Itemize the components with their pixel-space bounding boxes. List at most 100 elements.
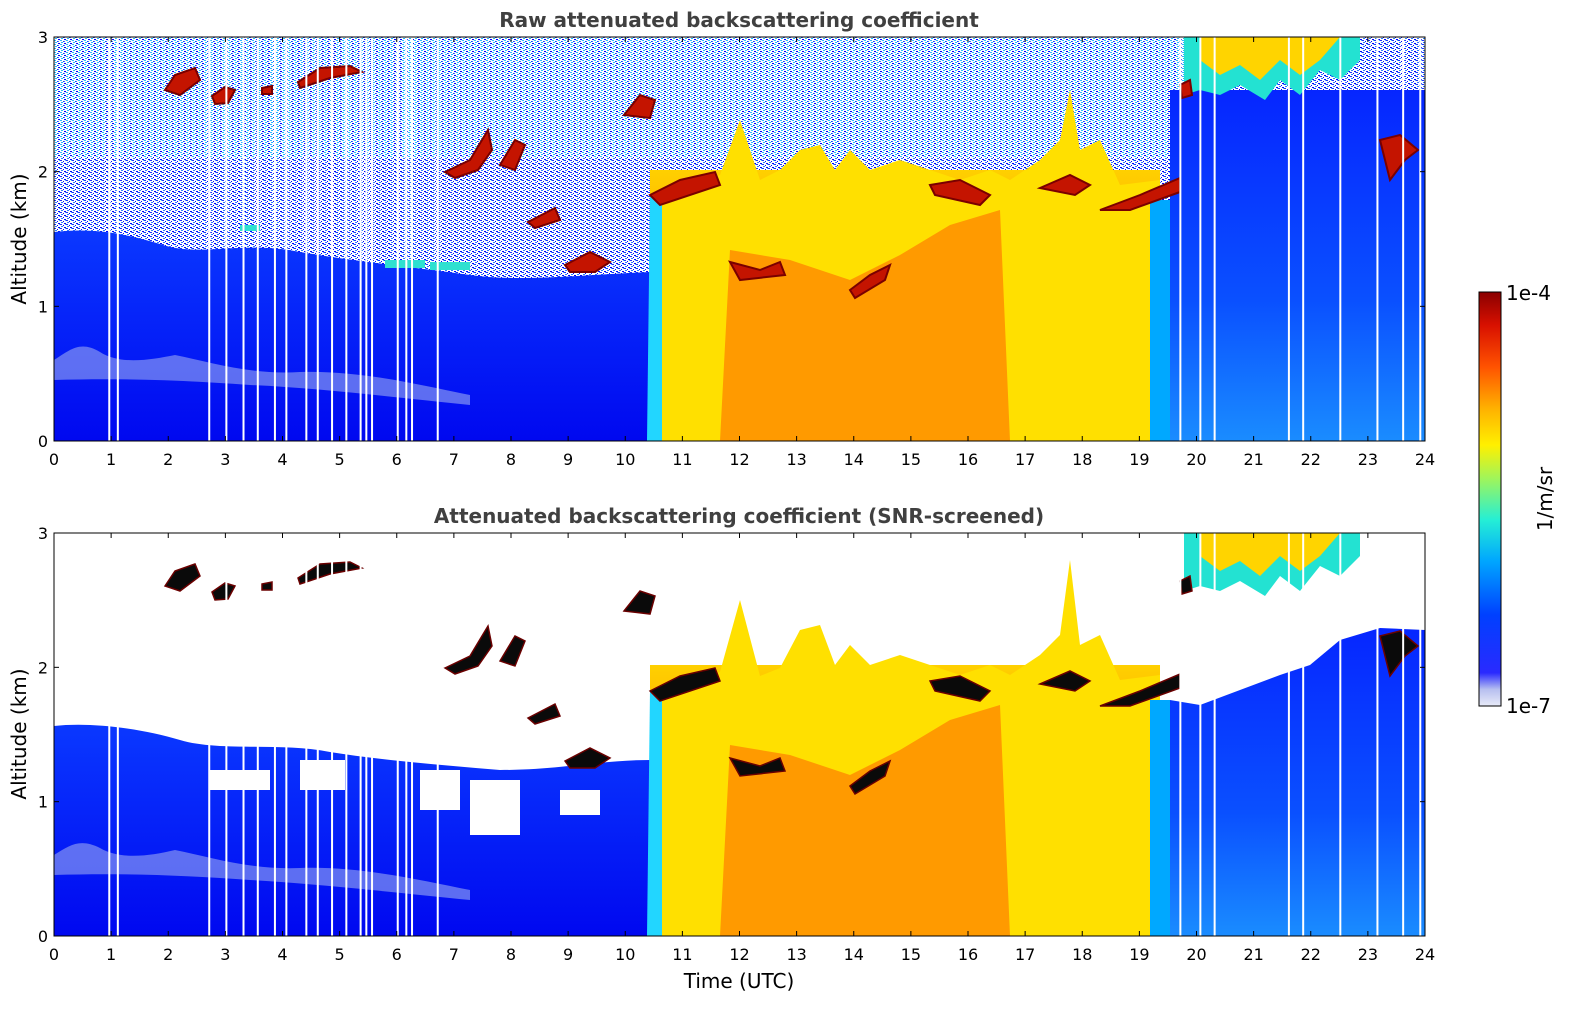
bottom-gap-line — [285, 533, 288, 936]
bottom-gap-line — [396, 533, 399, 936]
top-y-tick-label: 0 — [38, 432, 48, 451]
top-gap-line — [405, 37, 408, 441]
top-x-tick-label: 6 — [392, 450, 402, 469]
top-gap-line — [285, 37, 288, 441]
top-x-tick-label: 17 — [1015, 450, 1035, 469]
colorbar-gradient — [1478, 291, 1502, 707]
bottom-masked-holes — [210, 760, 600, 835]
bottom-x-tick-label: 22 — [1301, 945, 1321, 964]
bottom-gap-line — [345, 533, 348, 936]
bottom-gap-line — [1402, 533, 1405, 936]
top-late-cloud-core — [1200, 37, 1340, 80]
top-x-tick-label: 8 — [506, 450, 516, 469]
bottom-x-tick-label: 2 — [163, 945, 173, 964]
bottom-x-tick-label: 24 — [1415, 945, 1435, 964]
bottom-x-tick-label: 13 — [786, 945, 806, 964]
top-gap-line — [208, 37, 211, 441]
bottom-late-cloud-core — [1200, 533, 1340, 576]
top-x-tick-label: 0 — [49, 450, 59, 469]
top-gap-line — [331, 37, 334, 441]
bottom-x-tick-label: 19 — [1129, 945, 1149, 964]
bottom-gap-line — [1179, 533, 1182, 936]
bottom-gap-line — [1339, 533, 1342, 936]
top-cloud-features — [163, 64, 1420, 300]
top-gap-line — [1376, 37, 1379, 441]
colorbar: 1e-4 1e-7 1/m/sr — [1478, 281, 1557, 718]
bottom-x-tick-label: 20 — [1186, 945, 1206, 964]
top-x-tick-label: 16 — [958, 450, 978, 469]
bottom-x-tick-label: 11 — [672, 945, 692, 964]
top-gap-line — [1302, 37, 1305, 441]
top-x-tick-label: 18 — [1072, 450, 1092, 469]
bottom-x-tick-label: 17 — [1015, 945, 1035, 964]
top-gap-line — [108, 37, 111, 441]
bottom-boundary-layer — [54, 724, 650, 936]
bottom-gap-line — [256, 533, 259, 936]
bottom-x-axis: 0 1 2 3 4 5 6 7 8 9 10 11 12 13 14 15 16 17 18 19 20 21 22 23 24 — [49, 533, 1435, 964]
colorbar-unit-label: 1/m/sr — [1533, 466, 1557, 531]
bottom-x-axis-label: Time (UTC) — [683, 969, 795, 993]
bottom-x-tick-label: 8 — [506, 945, 516, 964]
top-noise-upper-cyan — [54, 37, 1184, 157]
bottom-x-tick-label: 1 — [106, 945, 116, 964]
top-x-tick-label: 5 — [335, 450, 345, 469]
bottom-gap-line — [316, 533, 319, 936]
bottom-dusk-edge — [1150, 700, 1170, 936]
top-gap-line — [1287, 37, 1290, 441]
bottom-gap-line — [273, 533, 276, 936]
top-gap-line — [316, 37, 319, 441]
top-gap-line — [1419, 37, 1422, 441]
top-gap-line — [371, 37, 374, 441]
top-x-tick-label: 20 — [1186, 450, 1206, 469]
top-x-tick-label: 9 — [563, 450, 573, 469]
bottom-gap-line — [116, 533, 119, 936]
top-gap-line — [411, 37, 414, 441]
bottom-day-edge-cyan — [647, 690, 662, 936]
bottom-gap-line — [108, 533, 111, 936]
top-gap-line — [273, 37, 276, 441]
top-x-tick-label: 11 — [672, 450, 692, 469]
top-plot-area — [54, 37, 1425, 441]
top-gap-line — [359, 37, 362, 441]
bottom-gap-line — [405, 533, 408, 936]
bottom-night-layer — [1170, 628, 1425, 936]
bottom-gap-line — [371, 533, 374, 936]
top-dusk-edge — [1150, 200, 1170, 441]
bottom-gap-line — [411, 533, 414, 936]
top-gap-line — [396, 37, 399, 441]
bottom-gap-line — [436, 533, 439, 936]
top-x-tick-label: 15 — [901, 450, 921, 469]
top-x-tick-label: 2 — [163, 450, 173, 469]
bottom-x-tick-label: 0 — [49, 945, 59, 964]
bottom-x-tick-label: 9 — [563, 945, 573, 964]
top-x-tick-label: 4 — [277, 450, 287, 469]
top-gap-line — [305, 37, 308, 441]
top-x-tick-label: 24 — [1415, 450, 1435, 469]
top-gap-line — [242, 37, 245, 441]
top-gap-line — [436, 37, 439, 441]
bottom-y-axis: 0 1 2 3 — [38, 524, 1425, 946]
top-boundary-layer — [54, 230, 650, 441]
top-gap-line — [1179, 37, 1182, 441]
bottom-gap-line — [1419, 533, 1422, 936]
top-gap-line — [116, 37, 119, 441]
bottom-x-tick-label: 21 — [1243, 945, 1263, 964]
top-x-tick-label: 7 — [449, 450, 459, 469]
bottom-y-tick-label: 2 — [38, 658, 48, 677]
bottom-y-tick-label: 1 — [38, 793, 48, 812]
top-cyan-patches — [240, 225, 470, 270]
top-y-axis: 0 1 2 3 — [38, 28, 1425, 451]
top-gap-line — [1199, 37, 1202, 441]
bottom-x-tick-label: 18 — [1072, 945, 1092, 964]
top-data-gaps — [108, 37, 1422, 441]
bottom-x-tick-label: 10 — [615, 945, 635, 964]
top-y-axis-label: Altitude (km) — [7, 173, 31, 304]
bottom-data-gaps — [108, 533, 1422, 936]
bottom-gap-line — [1376, 533, 1379, 936]
bottom-x-tick-label: 14 — [844, 945, 864, 964]
top-y-tick-label: 1 — [38, 297, 48, 316]
bottom-x-tick-label: 3 — [220, 945, 230, 964]
bottom-gap-line — [365, 533, 368, 936]
top-gap-line — [1402, 37, 1405, 441]
